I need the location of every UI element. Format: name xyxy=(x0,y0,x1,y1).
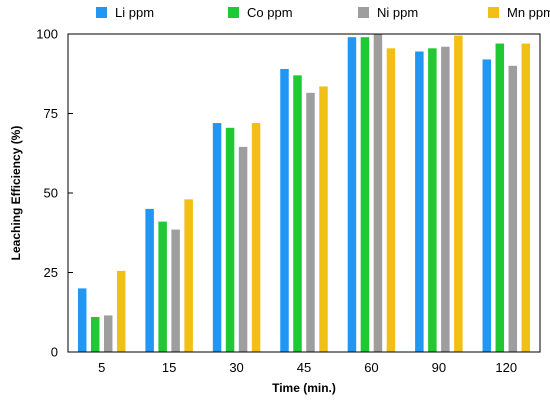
legend: Li ppm Co ppm Ni ppm Mn ppm xyxy=(96,5,550,20)
x-tick-label: 45 xyxy=(297,360,311,375)
legend-swatch-li xyxy=(96,7,107,18)
x-tick-label: 5 xyxy=(98,360,105,375)
legend-label-co: Co ppm xyxy=(247,5,293,20)
bar-li-5 xyxy=(77,288,87,352)
bar-co-5 xyxy=(90,317,100,352)
bar-li-120 xyxy=(482,59,492,352)
legend-swatch-mn xyxy=(488,7,499,18)
legend-label-ni: Ni ppm xyxy=(377,5,418,20)
y-tick-label: 25 xyxy=(44,265,58,280)
bar-mn-120 xyxy=(521,43,531,352)
bar-ni-5 xyxy=(103,315,113,352)
x-tick-label: 30 xyxy=(229,360,243,375)
x-axis-title: Time (min.) xyxy=(272,381,336,395)
x-tick-label: 120 xyxy=(495,360,517,375)
legend-label-mn: Mn ppm xyxy=(507,5,550,20)
x-tick-label: 15 xyxy=(162,360,176,375)
bar-mn-60 xyxy=(386,48,396,353)
y-axis-ticks: 0 25 50 75 100 xyxy=(36,27,73,360)
x-tick-label: 90 xyxy=(432,360,446,375)
bar-co-60 xyxy=(360,37,370,353)
bar-ni-120 xyxy=(508,65,518,353)
bar-co-90 xyxy=(428,48,437,353)
bar-li-15 xyxy=(145,208,154,352)
y-tick-label: 50 xyxy=(44,186,58,201)
y-axis-title: Leaching Efficiency (%) xyxy=(9,126,23,261)
bar-mn-15 xyxy=(184,199,193,352)
legend-label-li: Li ppm xyxy=(115,5,154,20)
legend-swatch-ni xyxy=(358,7,369,18)
bar-ni-30 xyxy=(238,146,248,352)
bar-co-45 xyxy=(293,75,302,352)
bar-ni-15 xyxy=(171,229,180,352)
bar-co-15 xyxy=(158,221,167,352)
bar-ni-45 xyxy=(306,92,315,352)
bar-li-30 xyxy=(212,123,222,352)
x-tick-label: 60 xyxy=(364,360,378,375)
bars-layer xyxy=(77,34,531,353)
y-tick-label: 75 xyxy=(44,106,58,121)
plot-frame xyxy=(67,33,541,353)
bar-mn-5 xyxy=(116,270,126,352)
bar-li-60 xyxy=(347,37,357,353)
bar-co-120 xyxy=(495,43,505,352)
bar-ni-90 xyxy=(441,46,450,352)
y-tick-label: 100 xyxy=(36,27,58,42)
bar-mn-30 xyxy=(251,123,261,352)
bar-li-90 xyxy=(415,51,424,353)
bar-mn-90 xyxy=(454,35,463,353)
bar-mn-45 xyxy=(319,86,328,352)
y-tick-label: 0 xyxy=(51,345,58,360)
bar-ni-60 xyxy=(373,34,383,352)
x-axis-ticks: 5 15 30 45 60 90 120 xyxy=(98,360,517,375)
legend-swatch-co xyxy=(228,7,239,18)
bar-co-30 xyxy=(225,127,235,352)
bar-li-45 xyxy=(280,68,289,352)
